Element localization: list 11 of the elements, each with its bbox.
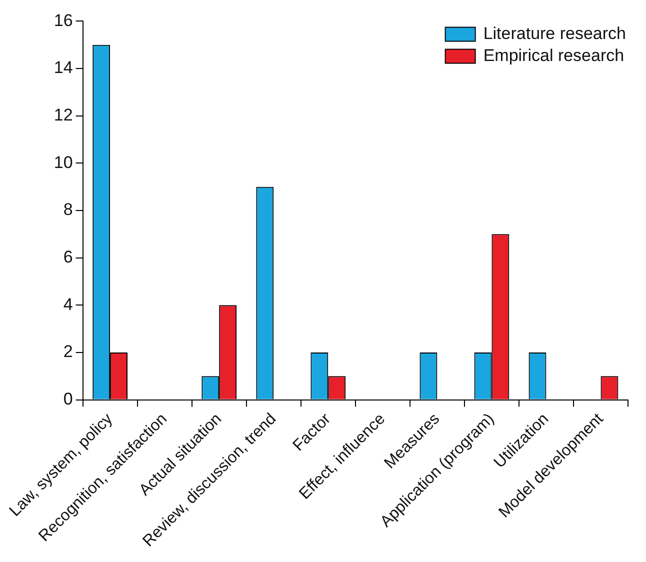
legend-label: Literature research [483, 24, 626, 43]
legend-label: Empirical research [483, 46, 624, 65]
y-tick-label: 14 [54, 58, 73, 78]
y-tick-label: 2 [63, 342, 73, 362]
y-tick-label: 16 [54, 10, 73, 30]
y-tick-label: 0 [63, 389, 73, 408]
y-tick-label: 12 [54, 106, 73, 125]
y-tick-label: 4 [63, 294, 73, 314]
y-tick-label: 8 [63, 200, 73, 220]
y-tick-label: 6 [63, 247, 73, 266]
y-tick-label: 10 [54, 152, 73, 172]
